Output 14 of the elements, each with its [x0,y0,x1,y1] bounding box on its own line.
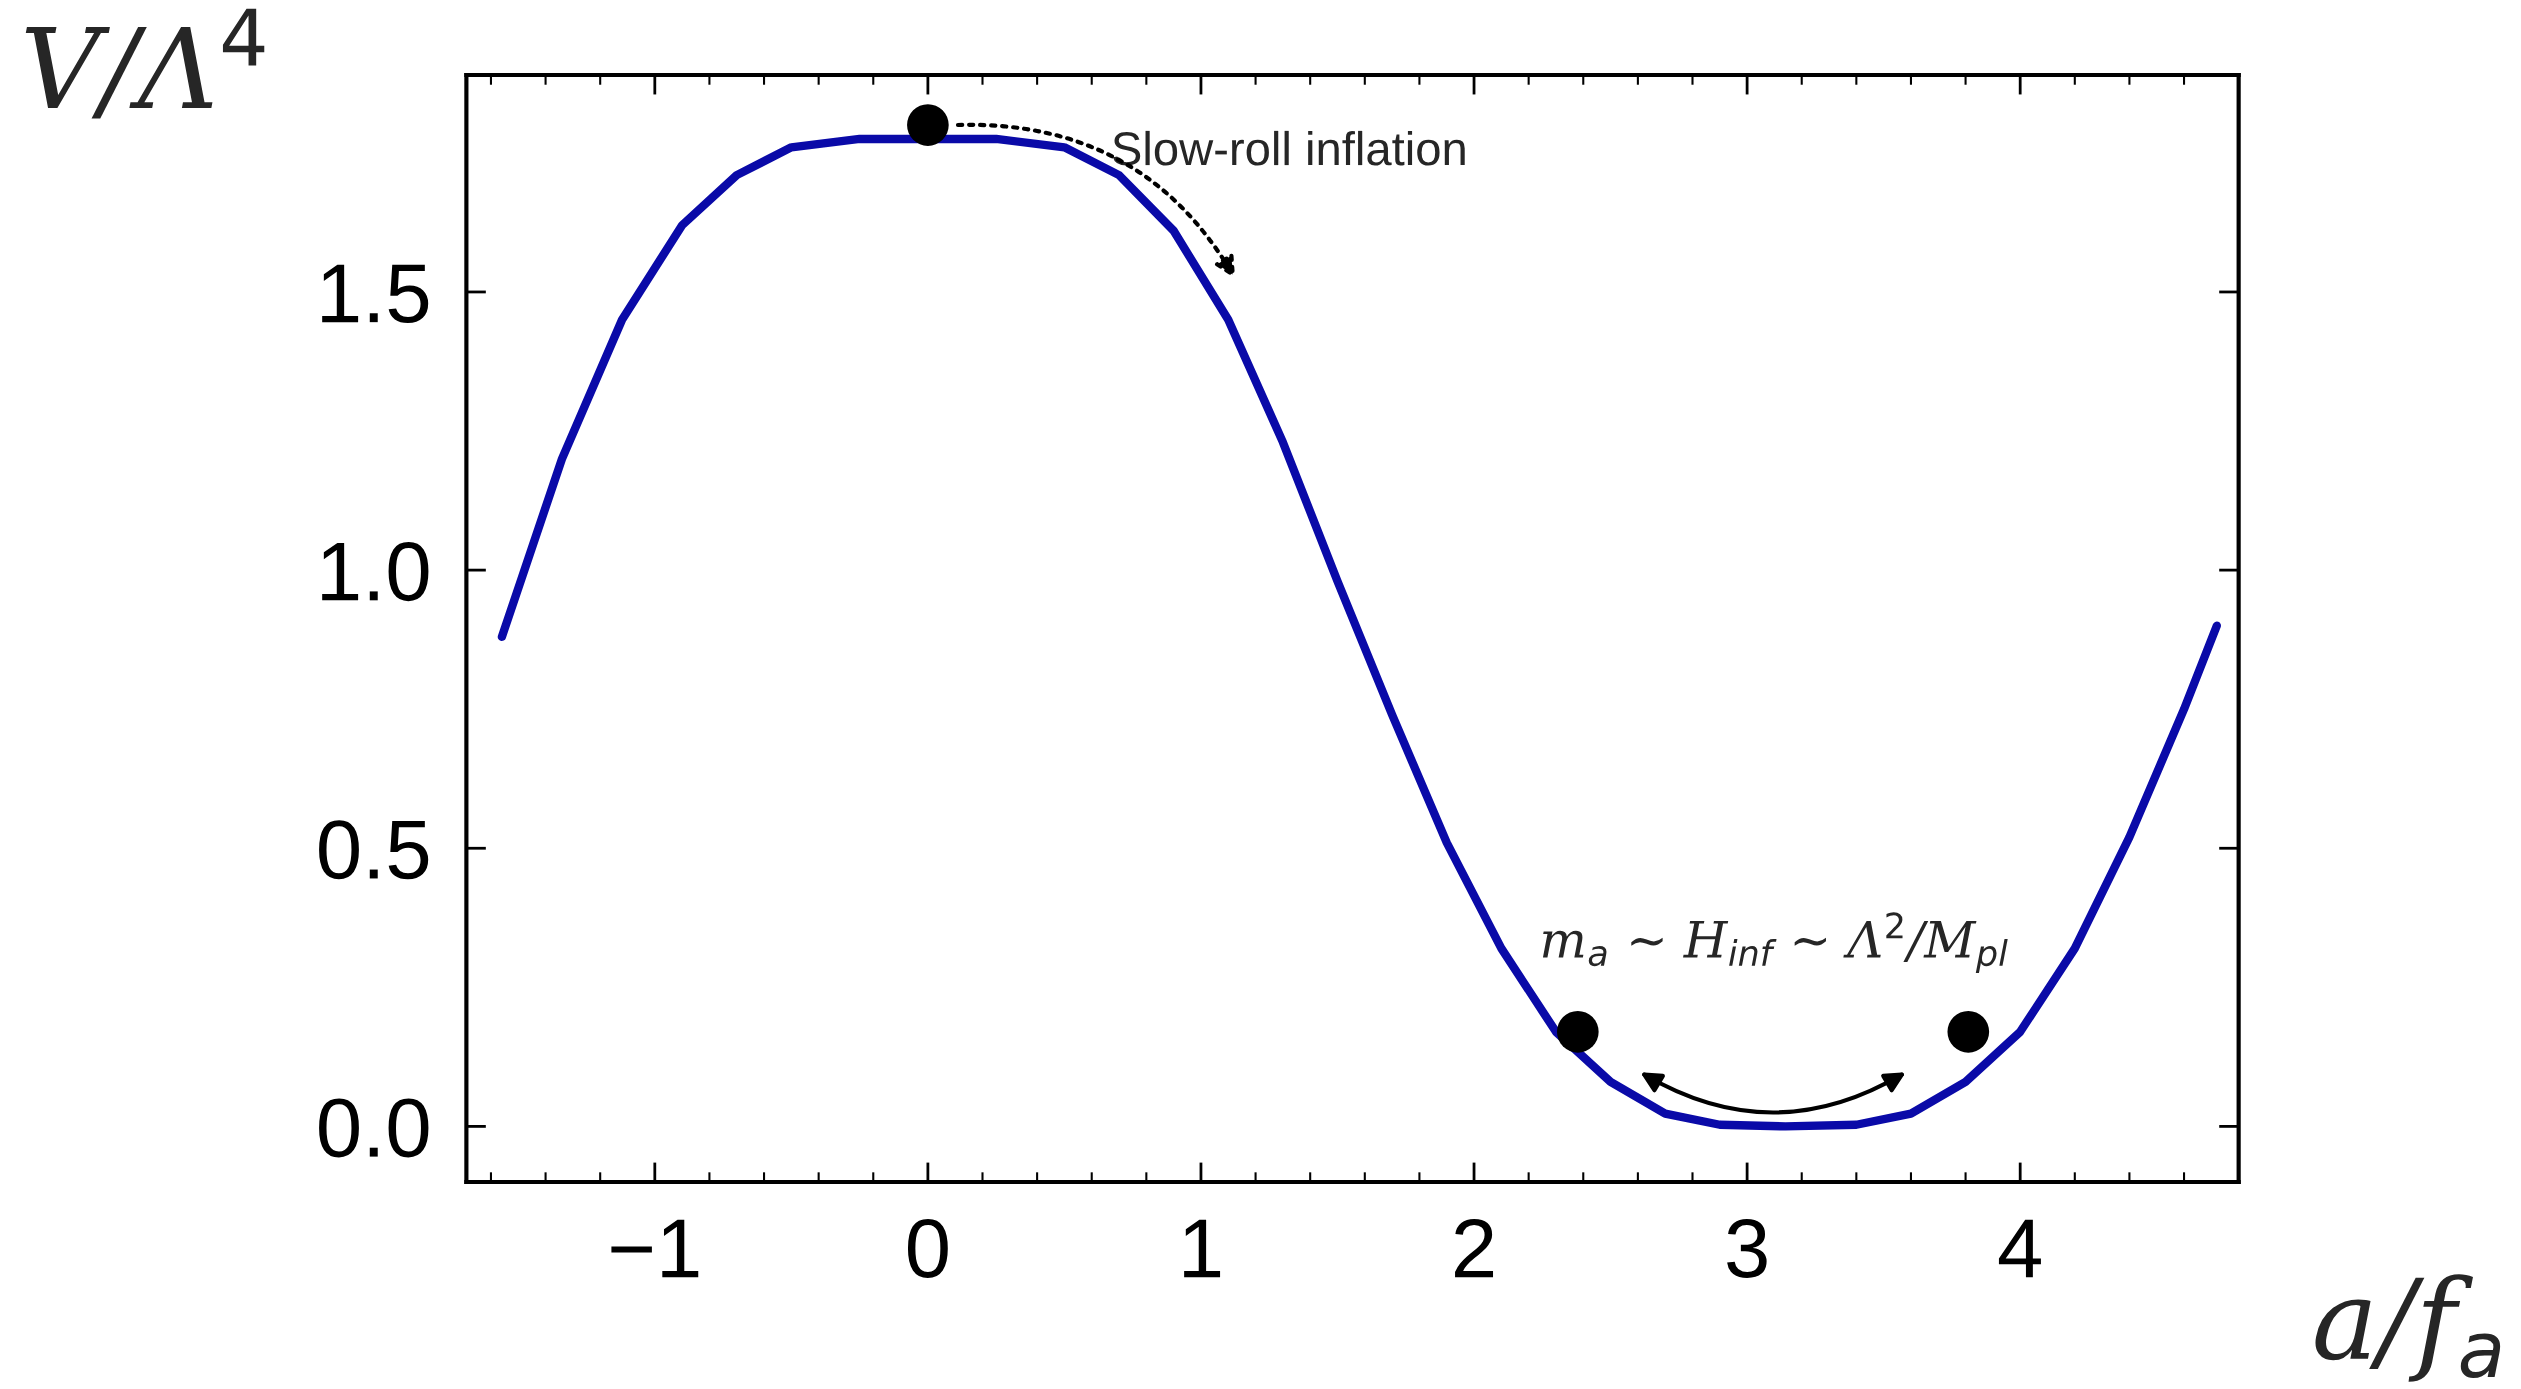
x-tick-label: 1 [1184,1219,1221,1278]
x-tick-label: −1 [611,1219,699,1278]
y-tick-label: 0.5 [319,820,429,880]
x-tick-label: 3 [1727,1218,1767,1278]
x-axis-title: a/f$_{a}$ [2315,1274,2501,1382]
y-axis-title: V/Λ$^{4}$ [25,8,265,119]
annotation: m$_{a}$ ∼ H$_{inf}$ ∼ Λ$^{2}$/M$_{pl}$ [1542,912,2008,973]
y-tick-label: 0.0 [319,1098,429,1158]
y-tick-label: 1.5 [322,264,429,323]
y-tick-label: 1.0 [322,542,429,602]
x-tick-label: 0 [907,1218,948,1278]
annotation: Slow-roll inflation [1112,130,1465,166]
x-tick-label: 2 [1455,1218,1494,1278]
x-tick-label: 4 [1998,1219,2041,1278]
